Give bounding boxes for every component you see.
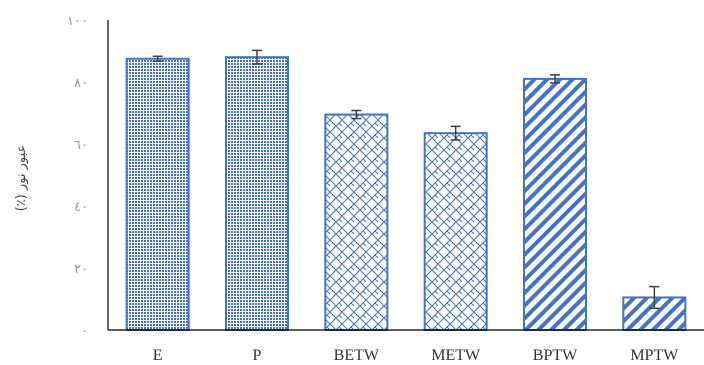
bars xyxy=(125,56,687,332)
y-axis-title: عبور نور (٪) xyxy=(14,145,29,212)
bar-betw xyxy=(324,113,389,331)
error-bar-p xyxy=(252,49,262,65)
bar-e xyxy=(125,57,190,331)
x-tick-label: METW xyxy=(431,347,481,364)
bar-metw xyxy=(423,132,488,331)
x-tick-label: P xyxy=(253,347,262,364)
bar-p xyxy=(225,56,289,331)
x-tick-label: E xyxy=(153,347,163,364)
bar-bptw xyxy=(523,77,587,332)
x-tick-label: MPTW xyxy=(630,347,679,364)
y-tick-label: ٠ xyxy=(81,324,88,339)
x-tick-label: BETW xyxy=(334,347,380,364)
y-tick-label: ٤٠ xyxy=(74,200,88,215)
error-bar-bptw xyxy=(550,74,560,84)
error-bar-betw xyxy=(351,109,362,120)
error-bars xyxy=(152,49,660,310)
x-axis-labels: E P BETW METW BPTW MPTW xyxy=(153,347,679,364)
error-bar-metw xyxy=(450,125,461,141)
y-tick-label: ٨٠ xyxy=(74,76,88,91)
y-tick-label: ٢٠ xyxy=(74,262,88,277)
y-axis-ticks: ٠ ٢٠ ٤٠ ٦٠ ٨٠ ١٠٠ xyxy=(67,14,88,339)
y-tick-label: ١٠٠ xyxy=(67,14,88,29)
y-tick-label: ٦٠ xyxy=(74,138,88,153)
error-bar-mptw xyxy=(649,285,660,310)
x-tick-label: BPTW xyxy=(533,347,578,364)
error-bar-e xyxy=(152,55,163,62)
